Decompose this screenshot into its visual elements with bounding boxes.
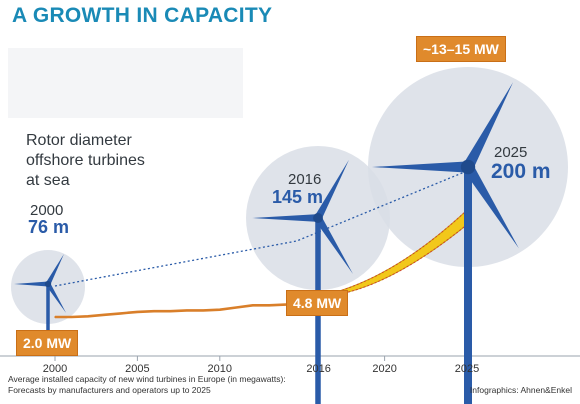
capacity-point [268, 304, 271, 307]
capacity-point [120, 312, 122, 315]
capacity-point [235, 306, 238, 309]
turbine-2000-blade [14, 281, 48, 287]
x-tick-label: 2016 [306, 363, 331, 375]
capacity-point [54, 316, 56, 318]
turbine-2000-hub [44, 280, 52, 288]
rotor-diameter-trend-line [54, 170, 468, 287]
footnote: Average installed capacity of new wind t… [8, 374, 308, 396]
x-tick-label: 2010 [207, 363, 233, 375]
capacity-label-2025: ~13–15 MW [416, 36, 506, 62]
turbine-year-2025: 2025 [494, 144, 528, 161]
background-watermark [8, 48, 243, 118]
turbine-diameter-2025: 200 m [491, 160, 551, 183]
capacity-point [186, 309, 188, 312]
capacity-label-2000: 2.0 MW [16, 330, 79, 356]
capacity-point [87, 315, 89, 318]
capacity-point [153, 310, 155, 312]
rotor-label-line-2: offshore turbines [26, 152, 145, 169]
turbine-2000-blade [45, 253, 64, 286]
turbine-diameter-2000: 76 m [28, 217, 70, 237]
capacity-point [70, 316, 73, 318]
capacity-line [55, 295, 320, 319]
capacity-point [251, 304, 254, 307]
capacity-point [103, 314, 106, 316]
turbine-2025-blade [463, 164, 519, 249]
page-title: A GROWTH IN CAPACITY [12, 4, 273, 27]
rotor-diameter-label: Rotor diameter offshore turbines at sea [26, 131, 226, 191]
turbine-year-2016: 2016 [288, 171, 322, 188]
footnote-line-1: Average installed capacity of new wind t… [8, 374, 286, 384]
turbine-2025-hub [460, 159, 476, 175]
capacity-label-2016: 4.8 MW [286, 290, 349, 316]
x-tick-label: 2005 [125, 363, 150, 375]
turbine-2025-blade [463, 82, 514, 170]
x-tick-label: 2020 [372, 363, 397, 375]
rotor-label-line-1: Rotor diameter [26, 132, 132, 149]
turbine-2016-blade [314, 215, 353, 274]
credit: Infographics: Ahnen&Enkel [469, 385, 572, 395]
capacity-point [136, 311, 139, 313]
x-tick-label: 2025 [454, 363, 480, 375]
x-tick-label: 2000 [42, 363, 68, 375]
turbine-2016-blade [314, 159, 349, 220]
turbine-2025-blade [372, 161, 468, 173]
turbine-2000-blade [45, 282, 67, 313]
turbine-2016-blade [252, 214, 318, 222]
turbine-diameter-2016: 145 m [272, 187, 324, 207]
capacity-point [202, 309, 205, 312]
capacity-point [219, 308, 221, 311]
capacity-point [169, 310, 172, 312]
footnote-line-2: Forecasts by manufacturers and operators… [8, 385, 211, 395]
turbine-year-2000: 2000 [30, 202, 64, 219]
turbine-2016-hub [313, 213, 323, 223]
rotor-label-line-3: at sea [26, 172, 70, 189]
